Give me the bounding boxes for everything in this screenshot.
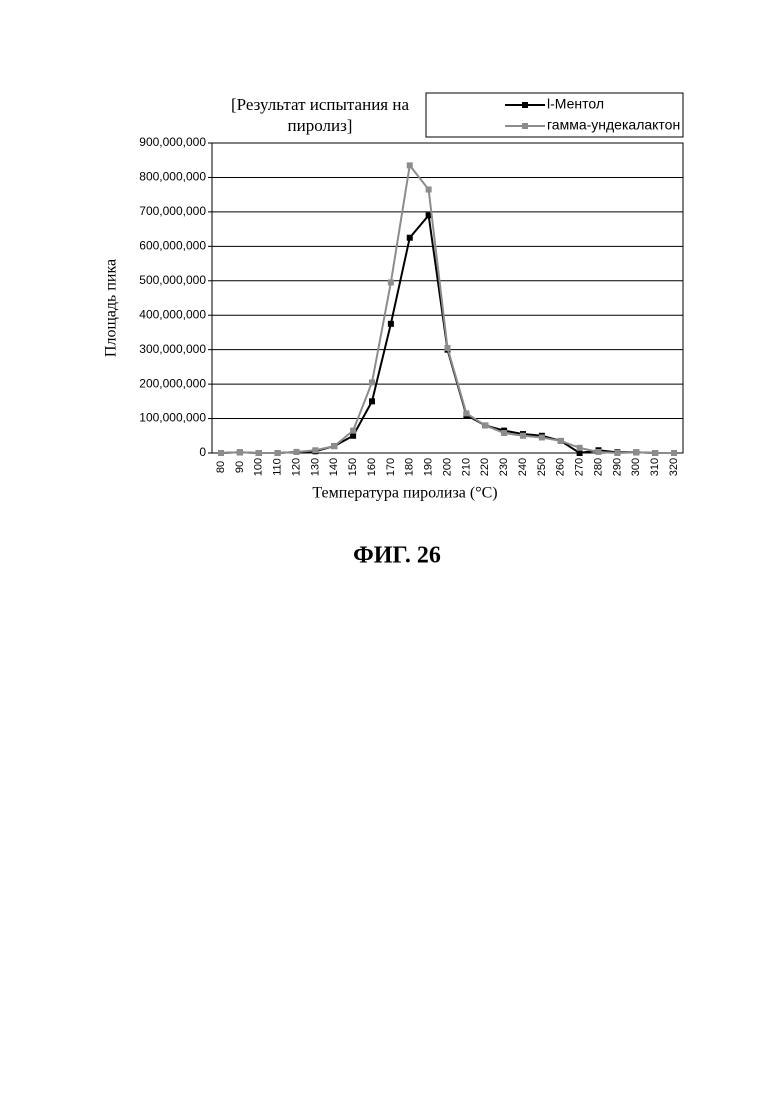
x-tick-label: 310 bbox=[649, 458, 661, 476]
y-tick-label: 800,000,000 bbox=[139, 170, 206, 184]
marker bbox=[596, 449, 602, 455]
marker bbox=[614, 450, 620, 456]
y-tick-label: 900,000,000 bbox=[139, 135, 206, 149]
marker bbox=[539, 435, 545, 441]
marker bbox=[350, 433, 356, 439]
x-tick-label: 290 bbox=[611, 458, 623, 476]
x-tick-label: 240 bbox=[517, 458, 529, 476]
y-tick-label: 100,000,000 bbox=[139, 411, 206, 425]
marker bbox=[388, 280, 394, 286]
plot-frame bbox=[212, 143, 683, 453]
x-tick-label: 300 bbox=[630, 458, 642, 476]
x-tick-label: 180 bbox=[404, 458, 416, 476]
legend-marker bbox=[522, 102, 528, 108]
x-tick-label: 280 bbox=[592, 458, 604, 476]
marker bbox=[388, 321, 394, 327]
marker bbox=[426, 187, 432, 193]
x-tick-label: 270 bbox=[574, 458, 586, 476]
marker bbox=[558, 438, 564, 444]
x-tick-label: 140 bbox=[328, 458, 340, 476]
marker bbox=[237, 449, 243, 455]
marker bbox=[331, 443, 337, 449]
marker bbox=[407, 162, 413, 168]
legend-label: гамма-ундекалактон bbox=[547, 117, 680, 133]
x-tick-label: 190 bbox=[423, 458, 435, 476]
x-tick-label: 210 bbox=[460, 458, 472, 476]
marker bbox=[482, 422, 488, 428]
marker bbox=[463, 410, 469, 416]
x-tick-label: 160 bbox=[366, 458, 378, 476]
x-tick-label: 320 bbox=[668, 458, 680, 476]
y-tick-label: 500,000,000 bbox=[139, 273, 206, 287]
marker bbox=[294, 449, 300, 455]
x-tick-label: 250 bbox=[536, 458, 548, 476]
x-tick-label: 100 bbox=[253, 458, 265, 476]
series-line bbox=[221, 165, 674, 453]
x-axis-label: Температура пиролиза (°C) bbox=[312, 485, 497, 502]
x-tick-label: 260 bbox=[555, 458, 567, 476]
marker bbox=[577, 450, 583, 456]
figure-caption: ФИГ. 26 bbox=[353, 543, 441, 569]
chart: Площадь пика Температура пиролиза (°C) Ф… bbox=[0, 0, 780, 1103]
x-tick-label: 230 bbox=[498, 458, 510, 476]
x-tick-label: 130 bbox=[309, 458, 321, 476]
marker bbox=[671, 450, 677, 456]
legend-marker bbox=[522, 123, 528, 129]
x-tick-label: 110 bbox=[272, 458, 284, 476]
y-tick-label: 0 bbox=[199, 445, 206, 459]
marker bbox=[407, 235, 413, 241]
chart-title: [Результат испытания на пиролиз] bbox=[214, 94, 426, 136]
marker bbox=[445, 345, 451, 351]
marker bbox=[350, 428, 356, 434]
marker bbox=[577, 445, 583, 451]
marker bbox=[652, 450, 658, 456]
x-tick-label: 90 bbox=[234, 461, 246, 473]
marker bbox=[275, 450, 281, 456]
legend-label: l-Ментол bbox=[547, 96, 604, 112]
marker bbox=[256, 450, 262, 456]
marker bbox=[369, 379, 375, 385]
y-tick-label: 200,000,000 bbox=[139, 376, 206, 390]
x-tick-label: 150 bbox=[347, 458, 359, 476]
page: Площадь пика Температура пиролиза (°C) Ф… bbox=[0, 0, 780, 1103]
marker bbox=[369, 398, 375, 404]
y-tick-label: 600,000,000 bbox=[139, 239, 206, 253]
y-tick-label: 700,000,000 bbox=[139, 204, 206, 218]
x-tick-label: 170 bbox=[385, 458, 397, 476]
marker bbox=[218, 450, 224, 456]
marker bbox=[633, 449, 639, 455]
x-tick-label: 220 bbox=[479, 458, 491, 476]
series-line bbox=[221, 215, 674, 453]
marker bbox=[501, 430, 507, 436]
marker bbox=[312, 447, 318, 453]
x-tick-label: 120 bbox=[290, 458, 302, 476]
y-axis-label: Площадь пика bbox=[103, 259, 120, 357]
y-tick-label: 400,000,000 bbox=[139, 307, 206, 321]
y-tick-label: 300,000,000 bbox=[139, 342, 206, 356]
x-tick-label: 80 bbox=[215, 461, 227, 473]
x-tick-label: 200 bbox=[441, 458, 453, 476]
marker bbox=[520, 433, 526, 439]
